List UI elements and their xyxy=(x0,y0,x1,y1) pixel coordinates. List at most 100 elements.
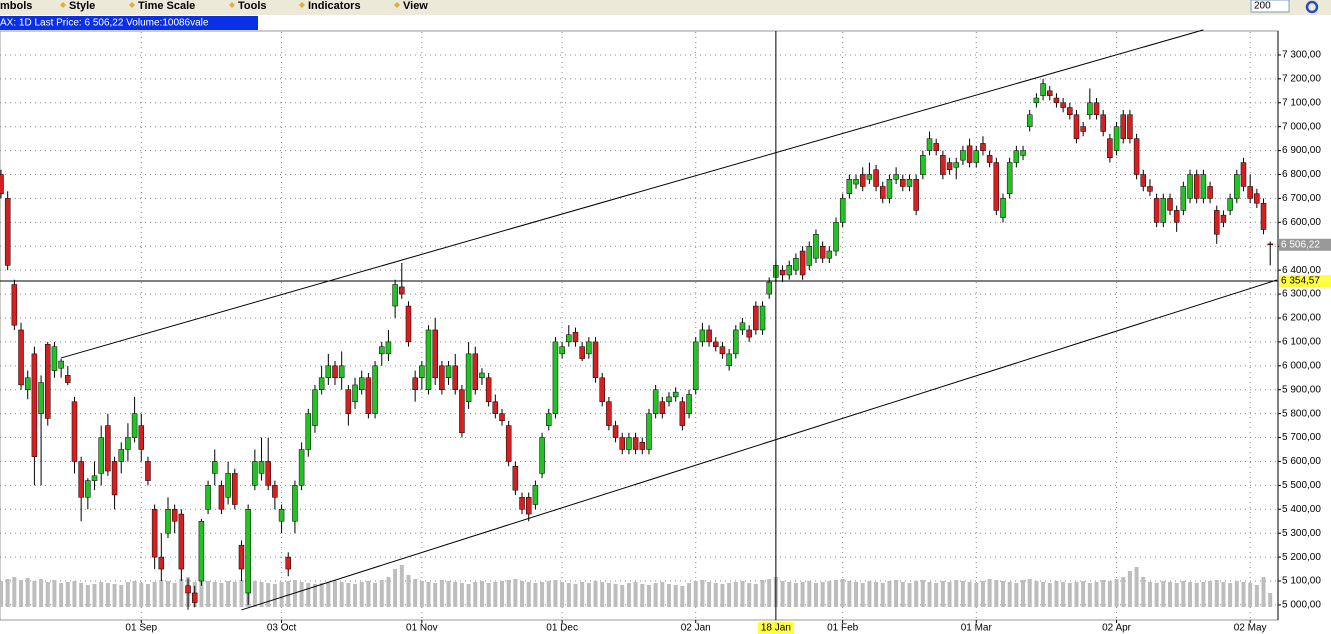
volume-bar xyxy=(1221,582,1226,607)
count-input[interactable] xyxy=(1250,0,1290,13)
volume-bar xyxy=(239,580,244,607)
candle-body xyxy=(1220,214,1227,223)
candle-body xyxy=(191,592,198,603)
candle-body xyxy=(1093,102,1100,115)
menu-style[interactable]: Style xyxy=(69,0,95,12)
y-tick-label: 5 600,00 xyxy=(1282,456,1321,467)
volume-bar xyxy=(907,583,912,607)
volume-bar xyxy=(827,581,832,607)
candle-body xyxy=(131,413,138,438)
candle-body xyxy=(1100,114,1106,132)
candle-body xyxy=(145,461,151,481)
volume-bar xyxy=(1234,581,1239,607)
menu-symbols[interactable]: mbols xyxy=(0,0,32,12)
candle-body xyxy=(278,509,285,522)
candle-body xyxy=(966,145,973,163)
volume-bar xyxy=(1141,577,1146,607)
volume-bar xyxy=(940,581,945,607)
candle-body xyxy=(345,389,352,414)
volume-bar xyxy=(359,582,364,607)
candle-body xyxy=(412,377,418,390)
candle-body xyxy=(4,198,11,266)
volume-bar xyxy=(419,581,424,607)
candle-body xyxy=(272,485,278,498)
candle-body xyxy=(1006,162,1013,194)
candle-body xyxy=(292,485,298,522)
menu-indicators[interactable]: Indicators xyxy=(308,0,361,12)
candle-body xyxy=(1147,186,1153,192)
candle-body xyxy=(572,332,579,343)
volume-bar xyxy=(1094,582,1099,607)
candle-body xyxy=(546,413,552,426)
candle-body xyxy=(539,437,545,474)
volume-bar xyxy=(105,583,110,607)
volume-bar xyxy=(413,579,418,607)
candle-body xyxy=(91,475,98,481)
candle-body xyxy=(352,384,358,402)
volume-bar xyxy=(1087,583,1092,607)
volume-bar xyxy=(633,582,638,607)
candle-body xyxy=(205,485,211,510)
volume-bar xyxy=(920,580,925,607)
menu-view[interactable]: View xyxy=(403,0,428,12)
volume-bar xyxy=(520,581,525,607)
volume-bar xyxy=(813,583,818,607)
header-bar xyxy=(0,16,258,30)
menu-time-scale[interactable]: Time Scale xyxy=(138,0,195,12)
volume-bar xyxy=(566,583,571,607)
candle-body xyxy=(265,461,271,486)
volume-bar xyxy=(5,579,10,607)
candle-body xyxy=(1120,114,1126,139)
volume-bar xyxy=(720,584,725,607)
volume-bar xyxy=(152,582,157,607)
crosshair-label-bg xyxy=(757,622,794,634)
volume-bar xyxy=(560,582,565,607)
candle-body xyxy=(492,401,499,414)
candle-body xyxy=(1107,138,1113,159)
menu-tools[interactable]: Tools xyxy=(238,0,267,12)
level-label-bg xyxy=(1279,275,1331,288)
volume-bar xyxy=(994,580,999,607)
menu-icon xyxy=(394,2,400,8)
volume-bar xyxy=(1268,593,1273,607)
volume-bar xyxy=(453,582,458,607)
x-tick-label: 01 Feb xyxy=(827,623,859,634)
candle-body xyxy=(619,437,625,450)
volume-bar xyxy=(1228,583,1233,607)
plot-area xyxy=(0,30,1279,621)
volume-bar xyxy=(974,583,979,607)
volume-bar xyxy=(32,581,37,607)
y-tick-label: 7 300,00 xyxy=(1282,50,1321,61)
volume-bar xyxy=(19,580,24,607)
candle-body xyxy=(579,346,585,359)
volume-bar xyxy=(1047,583,1052,607)
y-tick-label: 6 200,00 xyxy=(1282,313,1321,324)
refresh-button[interactable] xyxy=(1305,0,1319,14)
candle-body xyxy=(933,143,939,151)
candle-body xyxy=(118,449,124,462)
volume-bar xyxy=(179,579,184,607)
candle-body xyxy=(385,341,392,355)
volume-bar xyxy=(767,579,772,607)
candle-body xyxy=(24,377,31,390)
y-tick-label: 5 400,00 xyxy=(1282,504,1321,515)
volume-bar xyxy=(85,585,90,607)
candle-body xyxy=(0,174,4,194)
volume-bar xyxy=(286,581,291,607)
candle-body xyxy=(1133,138,1140,175)
candle-body xyxy=(953,162,959,168)
candle-body xyxy=(1173,210,1180,223)
volume-bar xyxy=(927,582,932,607)
candle-body xyxy=(946,162,953,170)
volume-bar xyxy=(1161,581,1166,607)
candle-body xyxy=(813,234,819,259)
volume-bar xyxy=(266,583,271,607)
candle-body xyxy=(1267,243,1273,246)
candle-body xyxy=(552,341,559,414)
x-tick-label: 02 Apr xyxy=(1102,623,1132,634)
candle-body xyxy=(993,162,1000,211)
volume-bar xyxy=(934,583,939,607)
candle-body xyxy=(646,413,652,450)
candle-body xyxy=(218,485,225,510)
